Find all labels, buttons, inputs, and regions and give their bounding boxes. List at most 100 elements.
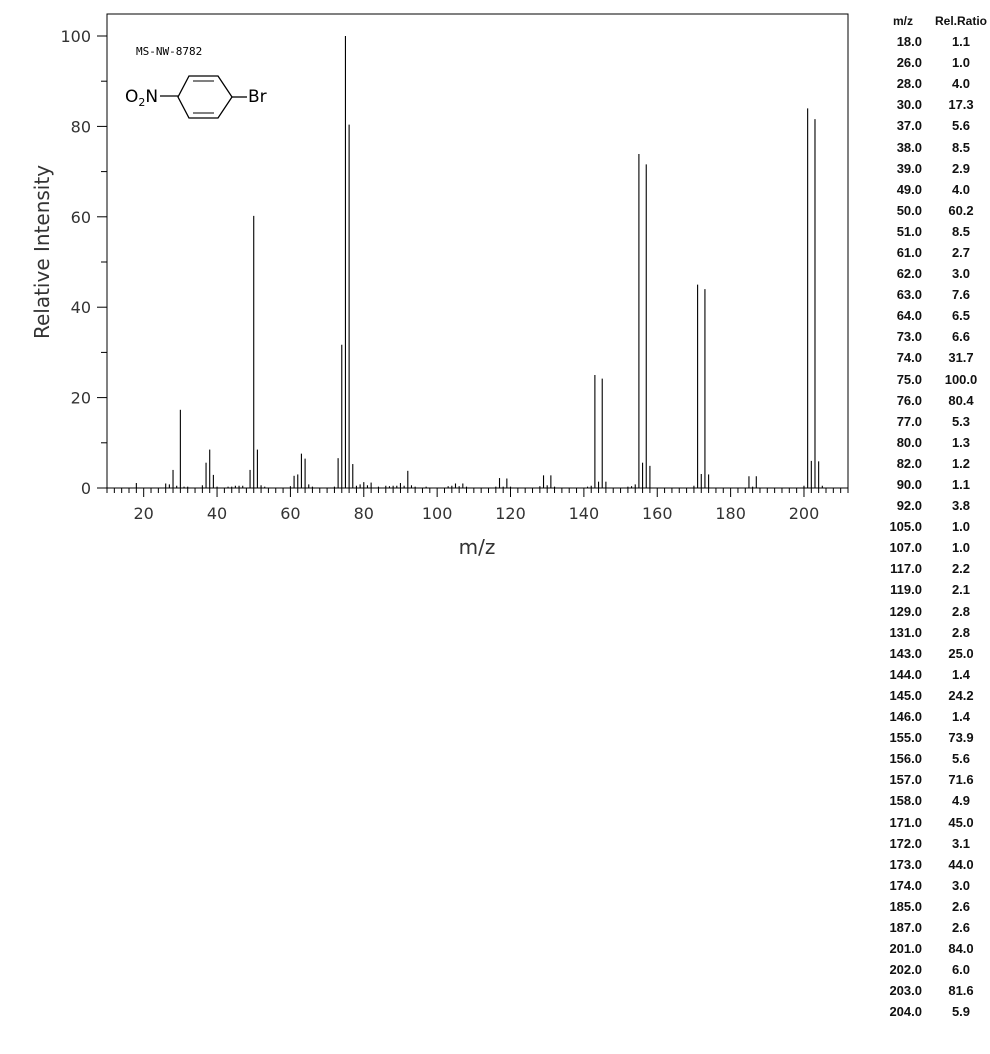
ratio-cell: 1.1: [951, 34, 971, 50]
ratio-cell: 100.0: [944, 371, 978, 387]
table-row: 145.0 24.2: [874, 685, 990, 706]
ratio-cell: 5.6: [951, 751, 971, 767]
y-tick-label: 80: [71, 117, 91, 136]
mz-cell: 62.0: [896, 266, 922, 282]
ratio-cell: 1.2: [951, 455, 971, 471]
table-row: 119.0 2.1: [874, 579, 990, 600]
table-row: 61.0 2.7: [874, 242, 990, 263]
ratio-cell: 5.6: [951, 118, 971, 134]
x-tick-label: 20: [134, 504, 154, 523]
ratio-cell: 17.3: [948, 97, 974, 113]
ratio-cell: 45.0: [948, 814, 974, 830]
x-tick-label: 100: [422, 504, 453, 523]
ratio-cell: 6.6: [951, 329, 971, 345]
mz-cell: 144.0: [889, 666, 922, 682]
mz-cell: 155.0: [889, 730, 922, 746]
x-tick-label: 180: [715, 504, 746, 523]
table-row: 64.0 6.5: [874, 305, 990, 326]
mz-cell: 202.0: [889, 962, 922, 978]
table-row: 157.0 71.6: [874, 769, 990, 790]
table-row: 26.0 1.0: [874, 52, 990, 73]
mz-cell: 105.0: [889, 519, 922, 535]
ratio-cell: 31.7: [948, 350, 974, 366]
table-row: 201.0 84.0: [874, 938, 990, 959]
table-row: 146.0 1.4: [874, 706, 990, 727]
nitro-group-label: O2N: [125, 87, 158, 109]
mz-cell: 50.0: [896, 202, 922, 218]
table-row: 90.0 1.1: [874, 474, 990, 495]
table-row: 73.0 6.6: [874, 326, 990, 347]
mz-cell: 171.0: [889, 814, 922, 830]
table-row: 76.0 80.4: [874, 390, 990, 411]
mz-cell: 39.0: [896, 160, 922, 176]
mz-cell: 185.0: [889, 898, 922, 914]
mz-cell: 28.0: [896, 76, 922, 92]
ratio-cell: 3.8: [951, 498, 971, 514]
table-row: 143.0 25.0: [874, 643, 990, 664]
peak-table-body: 18.0 1.1 26.0 1.0 28.0 4.0 30.0 17.3 37.0 5.6 38.0…: [874, 31, 990, 1022]
table-row: 131.0 2.8: [874, 622, 990, 643]
mz-cell: 201.0: [889, 941, 922, 957]
mz-cell: 92.0: [896, 498, 922, 514]
ratio-cell: 1.4: [951, 709, 971, 725]
y-axis-title: Relative Intensity: [30, 165, 54, 339]
ratio-cell: 71.6: [948, 772, 974, 788]
bromo-group-label: Br: [248, 87, 267, 107]
mz-cell: 63.0: [896, 287, 922, 303]
ratio-cell: 44.0: [948, 856, 974, 872]
ratio-column-header: Rel.Ratio: [934, 13, 987, 28]
mz-cell: 26.0: [896, 55, 922, 71]
table-row: 39.0 2.9: [874, 158, 990, 179]
ratio-cell: 1.1: [951, 477, 971, 493]
ratio-cell: 3.0: [951, 877, 971, 893]
peak-table: m/z Rel.Ratio 18.0 1.1 26.0 1.0 28.0 4.0 30.0 1…: [874, 10, 990, 1022]
spectrum-id: MS-NW-8782: [136, 45, 202, 58]
ratio-cell: 2.9: [951, 160, 971, 176]
x-axis-title: m/z: [459, 535, 496, 559]
mz-cell: 174.0: [889, 877, 922, 893]
table-row: 18.0 1.1: [874, 31, 990, 52]
ratio-cell: 6.5: [951, 308, 971, 324]
table-row: 204.0 5.9: [874, 1001, 990, 1022]
ratio-cell: 2.8: [951, 603, 971, 619]
ratio-cell: 5.9: [951, 1004, 971, 1020]
table-row: 28.0 4.0: [874, 73, 990, 94]
ratio-cell: 3.0: [951, 266, 971, 282]
table-row: 63.0 7.6: [874, 284, 990, 305]
ratio-cell: 73.9: [948, 730, 974, 746]
table-row: 144.0 1.4: [874, 664, 990, 685]
mz-cell: 18.0: [896, 34, 922, 50]
ratio-cell: 1.0: [951, 540, 971, 556]
table-row: 30.0 17.3: [874, 94, 990, 115]
table-row: 77.0 5.3: [874, 411, 990, 432]
ratio-cell: 4.9: [951, 793, 971, 809]
mz-cell: 30.0: [896, 97, 922, 113]
mz-cell: 80.0: [896, 434, 922, 450]
table-row: 37.0 5.6: [874, 115, 990, 136]
ratio-cell: 25.0: [948, 645, 974, 661]
table-row: 174.0 3.0: [874, 875, 990, 896]
peak-lines: [135, 36, 823, 488]
mz-cell: 203.0: [889, 983, 922, 999]
mz-column-header: m/z: [892, 13, 913, 28]
table-row: 107.0 1.0: [874, 537, 990, 558]
table-row: 129.0 2.8: [874, 601, 990, 622]
plot-frame: [106, 13, 849, 489]
mz-cell: 117.0: [890, 561, 922, 577]
mz-cell: 143.0: [889, 645, 922, 661]
table-row: 117.0 2.2: [874, 558, 990, 579]
mz-cell: 49.0: [896, 181, 922, 197]
ratio-cell: 3.1: [951, 835, 971, 851]
ratio-cell: 84.0: [948, 941, 974, 957]
table-row: 92.0 3.8: [874, 495, 990, 516]
peak-table-header: m/z Rel.Ratio: [874, 10, 990, 31]
table-row: 203.0 81.6: [874, 980, 990, 1001]
x-tick-label: 60: [280, 504, 300, 523]
table-row: 173.0 44.0: [874, 854, 990, 875]
mz-cell: 76.0: [896, 392, 922, 408]
table-row: 49.0 4.0: [874, 179, 990, 200]
ratio-cell: 2.7: [951, 244, 971, 260]
ratio-cell: 1.0: [951, 55, 971, 71]
mz-cell: 37.0: [896, 118, 922, 134]
mz-cell: 129.0: [889, 603, 922, 619]
